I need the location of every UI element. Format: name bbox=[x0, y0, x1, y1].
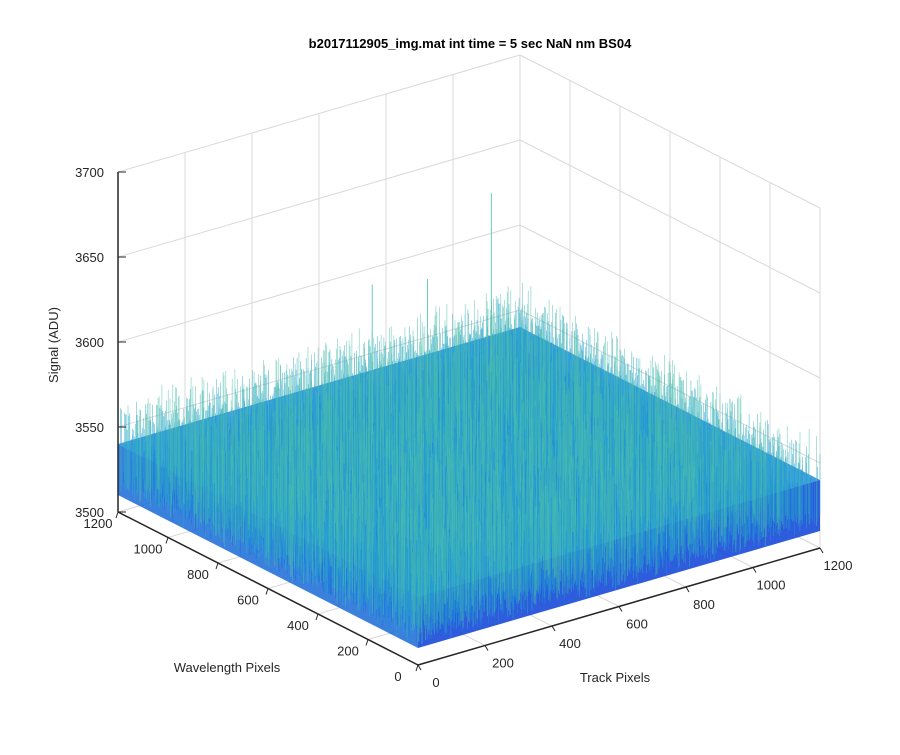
y-axis-tick bbox=[415, 664, 419, 672]
z-axis-label: Signal (ADU) bbox=[46, 307, 61, 383]
x-axis-tick bbox=[551, 625, 556, 632]
z-tick-label: 3650 bbox=[75, 250, 104, 265]
x-tick-label: 600 bbox=[626, 617, 648, 632]
y-tick-label: 200 bbox=[337, 644, 359, 659]
y-axis-tick bbox=[215, 562, 219, 570]
y-axis-tick bbox=[115, 511, 119, 519]
x-axis-tick bbox=[484, 645, 489, 651]
y-tick-label: 600 bbox=[237, 593, 259, 608]
side-wall-grid-line-z bbox=[519, 54, 821, 209]
y-axis-tick bbox=[165, 537, 169, 544]
side-wall-grid-line-z bbox=[519, 139, 821, 294]
y-tick-label: 400 bbox=[287, 618, 309, 633]
back-wall-grid-line-z bbox=[117, 224, 521, 343]
y-axis-tick bbox=[365, 639, 369, 646]
back-wall-grid-line-z bbox=[117, 54, 521, 173]
x-tick-label: 200 bbox=[492, 656, 514, 671]
z-tick-label: 3500 bbox=[75, 505, 104, 520]
x-axis-tick bbox=[685, 586, 690, 593]
side-wall-grid-line-z bbox=[519, 224, 821, 379]
x-axis-tick bbox=[618, 606, 623, 612]
y-tick-label: 1000 bbox=[134, 542, 163, 557]
x-axis-tick bbox=[819, 547, 824, 554]
back-wall-grid-line-z bbox=[117, 139, 521, 258]
y-tick-label: 800 bbox=[187, 567, 209, 582]
y-tick-label: 0 bbox=[394, 669, 401, 684]
chart-title: b2017112905_img.mat int time = 5 sec NaN… bbox=[309, 36, 632, 51]
y-axis-label: Wavelength Pixels bbox=[174, 660, 281, 675]
y-axis-tick bbox=[315, 613, 319, 621]
x-tick-label: 0 bbox=[432, 675, 439, 690]
surface-layer bbox=[117, 192, 821, 648]
surface-noise-strands bbox=[117, 282, 817, 643]
x-axis-tick bbox=[752, 567, 757, 573]
x-tick-label: 1200 bbox=[824, 558, 853, 573]
x-tick-label: 400 bbox=[559, 636, 581, 651]
x-axis-label: Track Pixels bbox=[580, 670, 651, 685]
y-tick-label: 1200 bbox=[84, 516, 113, 531]
z-tick-label: 3550 bbox=[75, 420, 104, 435]
x-tick-label: 1000 bbox=[757, 578, 786, 593]
z-tick-label: 3600 bbox=[75, 335, 104, 350]
tick-label-layer: 0 200 400 600 800 1000 1200 0 200 400 600 800 1000 12… bbox=[75, 165, 852, 690]
z-tick-label: 3700 bbox=[75, 165, 104, 180]
x-axis-tick bbox=[417, 664, 422, 671]
axis-layer bbox=[115, 171, 824, 672]
y-axis-tick bbox=[265, 588, 269, 595]
x-tick-label: 800 bbox=[693, 597, 715, 612]
